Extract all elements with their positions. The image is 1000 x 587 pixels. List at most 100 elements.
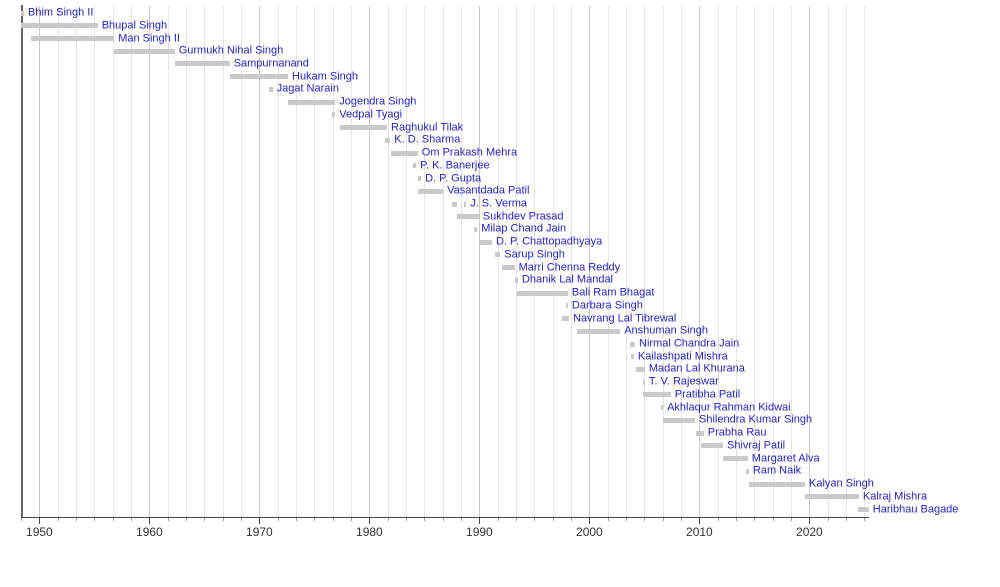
person-label[interactable]: J. S. Verma	[470, 197, 528, 210]
person-label[interactable]: Shilendra Kumar Singh	[699, 413, 813, 426]
major-gridline	[589, 6, 591, 517]
timeline-bar	[479, 239, 492, 245]
minor-gridline	[277, 6, 279, 517]
timeline-bar	[174, 61, 230, 67]
minor-gridline	[296, 6, 297, 517]
person-label[interactable]: Prabha Rau	[707, 426, 767, 439]
person-label[interactable]: Om Prakash Mehra	[421, 146, 518, 159]
person-label[interactable]: Madan Lal Khurana	[648, 362, 745, 375]
axis-year-label: 1960	[136, 525, 163, 539]
minor-tick	[241, 518, 242, 521]
timeline-bar	[269, 86, 273, 92]
person-label[interactable]: D. P. Chattopadhyaya	[496, 235, 603, 248]
minor-gridline	[94, 6, 96, 517]
person-label[interactable]: Milap Chand Jain	[481, 222, 567, 235]
person-label[interactable]: K. D. Sharma	[394, 133, 461, 146]
timeline-bar	[391, 150, 418, 156]
major-tick	[479, 518, 481, 524]
minor-tick	[461, 518, 462, 521]
person-label[interactable]: Dhanik Lal Mandal	[521, 273, 614, 286]
timeline-bar	[21, 10, 24, 16]
axis-year-label: 1950	[26, 525, 53, 539]
timeline-bar	[561, 316, 570, 321]
person-label[interactable]: Bhupal Singh	[101, 19, 168, 32]
timeline-bar	[21, 23, 98, 29]
minor-gridline	[351, 6, 352, 517]
major-gridline	[369, 6, 371, 517]
person-label[interactable]: Nirmal Chandra Jain	[639, 337, 740, 350]
major-tick	[809, 518, 811, 524]
person-label[interactable]: Darbara Singh	[571, 299, 643, 312]
person-label[interactable]: Bhim Singh II	[28, 6, 94, 19]
timeline-bar	[464, 201, 467, 207]
timeline-bar	[577, 328, 621, 334]
minor-gridline	[204, 6, 206, 517]
minor-tick	[57, 518, 59, 521]
timeline-bar	[229, 74, 288, 80]
timeline-bar	[660, 405, 664, 411]
minor-gridline	[406, 6, 407, 517]
minor-tick	[296, 518, 297, 521]
person-label[interactable]: Jogendra Singh	[339, 95, 417, 108]
person-label[interactable]: Hukam Singh	[292, 70, 359, 83]
person-label[interactable]: Sampurnanand	[233, 57, 309, 70]
person-label[interactable]: Anshuman Singh	[624, 324, 708, 337]
person-label[interactable]: Akhlaqur Rahman Kidwai	[667, 401, 791, 414]
minor-gridline	[864, 6, 866, 517]
person-label[interactable]: Raghukul Tilak	[391, 121, 464, 134]
minor-tick	[442, 518, 444, 521]
person-label[interactable]: Jagat Narain	[276, 82, 339, 95]
person-label[interactable]: Kalyan Singh	[809, 477, 874, 490]
person-label[interactable]: Margaret Alva	[751, 452, 820, 465]
minor-tick	[754, 518, 756, 521]
person-label[interactable]: Kailashpati Mishra	[637, 350, 728, 363]
person-label[interactable]: Shivraj Patil	[727, 439, 786, 452]
minor-gridline	[736, 6, 737, 517]
minor-gridline	[791, 6, 792, 517]
minor-gridline	[681, 6, 682, 517]
minor-tick	[424, 518, 426, 521]
person-label[interactable]: Vedpal Tyagi	[339, 108, 403, 121]
minor-tick	[607, 518, 609, 521]
person-label[interactable]: Haribhau Bagade	[872, 503, 959, 515]
x-axis-line	[21, 517, 870, 518]
minor-gridline	[571, 6, 572, 517]
minor-tick	[846, 518, 847, 521]
person-label[interactable]: Gurmukh Nihal Singh	[178, 44, 284, 57]
timeline-bar	[30, 36, 115, 41]
minor-gridline	[846, 6, 847, 517]
person-label[interactable]: Marri Chenna Reddy	[518, 261, 621, 274]
minor-tick	[736, 518, 737, 521]
timeline-bar	[696, 430, 704, 436]
person-label[interactable]: Sarup Singh	[504, 248, 565, 261]
minor-tick	[534, 518, 536, 521]
person-label[interactable]: T. V. Rajeswar	[648, 375, 719, 388]
timeline-bar	[514, 277, 518, 283]
timeline-bar	[643, 392, 671, 398]
timeline-bar	[417, 176, 422, 181]
person-label[interactable]: Sukhdev Prasad	[482, 210, 564, 223]
person-label[interactable]: Bali Ram Bhagat	[571, 286, 655, 299]
person-label[interactable]: Vasantdada Patil	[447, 184, 530, 197]
timeline-bar	[516, 290, 568, 296]
minor-gridline	[387, 6, 389, 517]
axis-year-label: 1980	[356, 525, 383, 539]
minor-gridline	[57, 6, 59, 517]
minor-gridline	[497, 6, 499, 517]
minor-gridline	[552, 6, 554, 517]
person-label[interactable]: P. K. Banerjee	[420, 159, 490, 172]
major-tick	[149, 518, 151, 524]
person-label[interactable]: Navrang Lal Tibrewal	[573, 312, 677, 324]
person-label[interactable]: Ram Naik	[752, 464, 802, 477]
major-gridline	[809, 6, 811, 517]
person-label[interactable]: D. P. Gupta	[425, 172, 482, 184]
minor-tick	[351, 518, 352, 521]
timeline-bar	[114, 48, 175, 54]
person-label[interactable]: Kalraj Mishra	[862, 490, 928, 503]
timeline-bar	[288, 99, 336, 105]
major-gridline	[479, 6, 481, 517]
minor-tick	[406, 518, 407, 521]
person-label[interactable]: Man Singh II	[118, 32, 180, 44]
timeline-bar	[748, 481, 805, 487]
person-label[interactable]: Pratibha Patil	[674, 388, 741, 401]
